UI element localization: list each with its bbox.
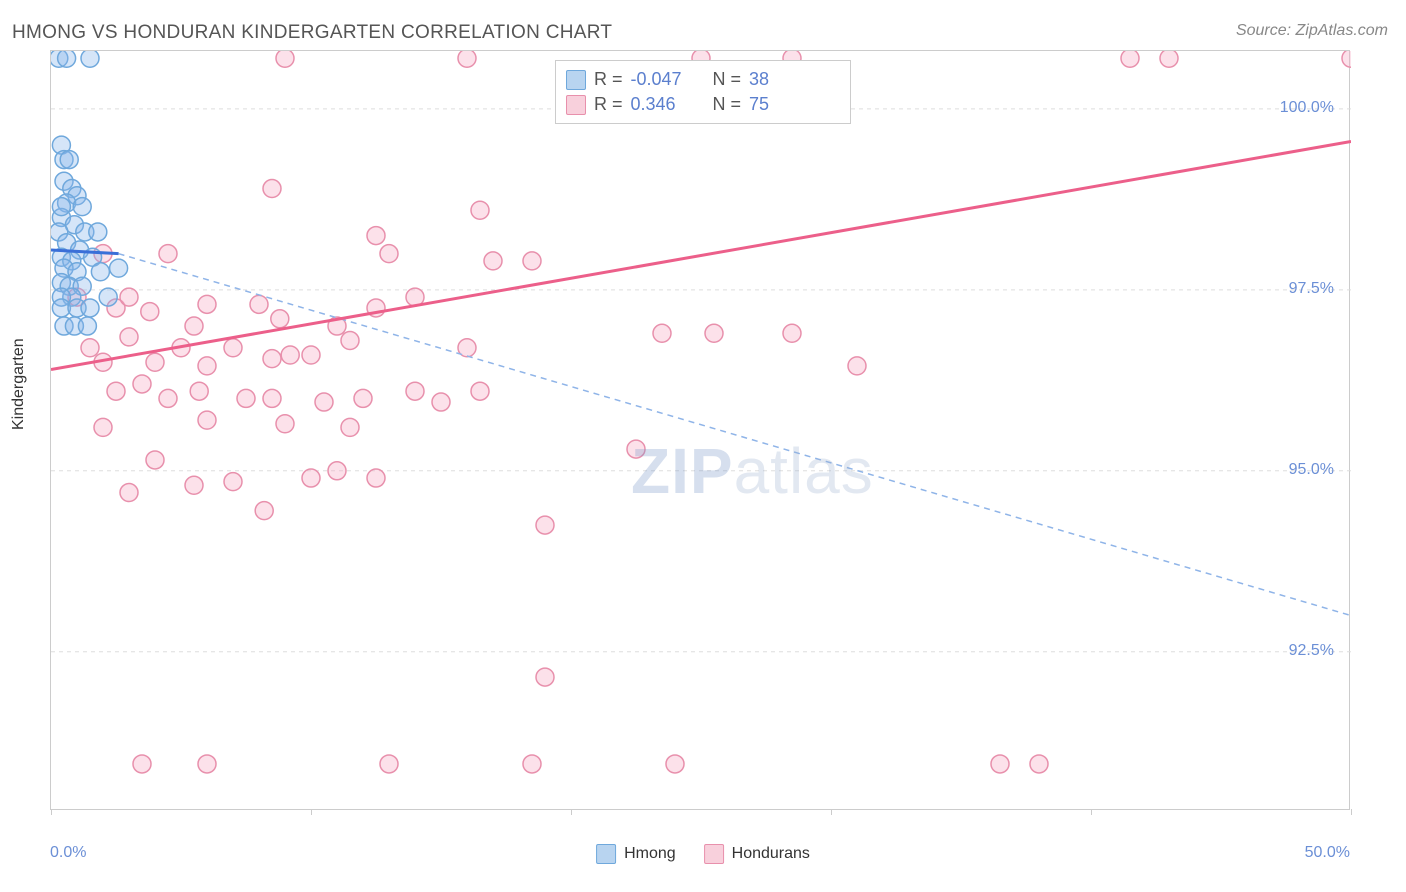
stats-swatch-hondurans	[566, 95, 586, 115]
x-tick-mark	[1091, 809, 1092, 815]
y-tick-label: 92.5%	[1289, 642, 1334, 660]
plot-area: ZIPatlas	[50, 50, 1350, 810]
legend-item-hondurans: Hondurans	[704, 844, 810, 864]
stats-n-hmong: 38	[749, 69, 809, 90]
source-label: Source: ZipAtlas.com	[1236, 22, 1388, 40]
stats-n-label: N =	[713, 69, 742, 90]
x-tick-mark	[51, 809, 52, 815]
stats-r-hondurans: 0.346	[631, 94, 691, 115]
x-tick-mark	[831, 809, 832, 815]
y-tick-label: 100.0%	[1280, 99, 1334, 117]
x-tick-label: 50.0%	[1305, 844, 1350, 862]
stats-swatch-hmong	[566, 70, 586, 90]
stats-r-label-2: R =	[594, 94, 623, 115]
stats-row-hondurans: R = 0.346 N = 75	[566, 92, 840, 117]
x-tick-mark	[1351, 809, 1352, 815]
x-tick-mark	[571, 809, 572, 815]
legend-swatch-hmong	[596, 844, 616, 864]
stats-legend-box: R = -0.047 N = 38 R = 0.346 N = 75	[555, 60, 851, 124]
stats-n-label-2: N =	[713, 94, 742, 115]
y-axis-label: Kindergarten	[10, 338, 28, 430]
stats-row-hmong: R = -0.047 N = 38	[566, 67, 840, 92]
y-tick-label: 95.0%	[1289, 461, 1334, 479]
plot-svg	[51, 51, 1351, 811]
legend-label-hmong: Hmong	[624, 845, 676, 863]
chart-title: HMONG VS HONDURAN KINDERGARTEN CORRELATI…	[12, 22, 612, 44]
stats-n-hondurans: 75	[749, 94, 809, 115]
bottom-legend: Hmong Hondurans	[596, 844, 810, 864]
stats-r-label: R =	[594, 69, 623, 90]
legend-item-hmong: Hmong	[596, 844, 676, 864]
x-tick-label: 0.0%	[50, 844, 86, 862]
legend-swatch-hondurans	[704, 844, 724, 864]
x-tick-mark	[311, 809, 312, 815]
stats-r-hmong: -0.047	[631, 69, 691, 90]
y-tick-label: 97.5%	[1289, 280, 1334, 298]
legend-label-hondurans: Hondurans	[732, 845, 810, 863]
chart-container: HMONG VS HONDURAN KINDERGARTEN CORRELATI…	[0, 0, 1406, 892]
